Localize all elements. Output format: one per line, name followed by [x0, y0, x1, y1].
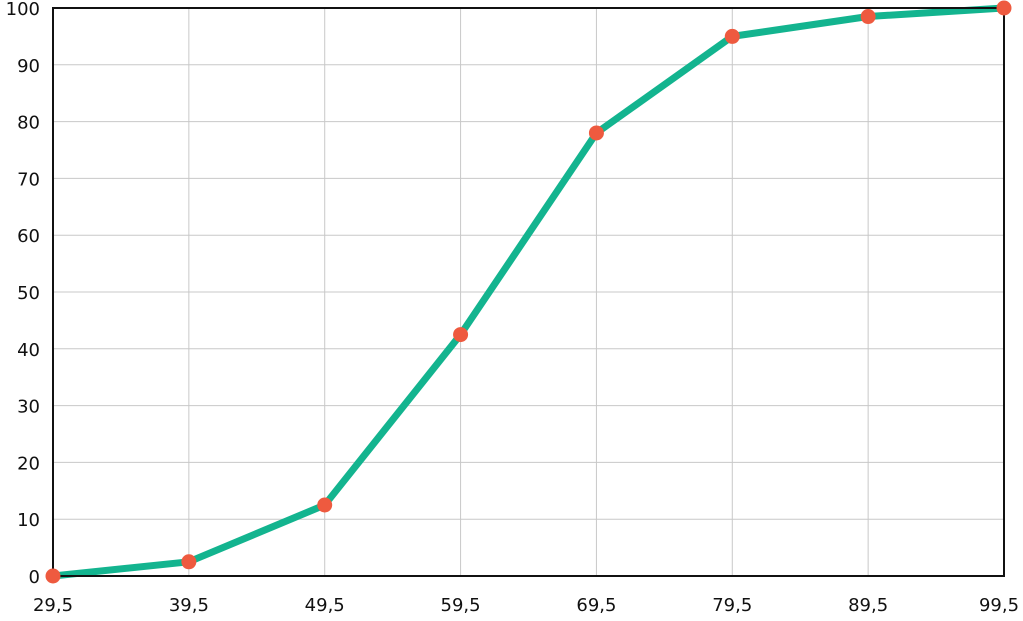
y-tick-label: 90 [17, 56, 40, 77]
y-tick-label: 10 [17, 510, 40, 531]
y-tick-label: 80 [17, 113, 40, 134]
plot-border [52, 7, 1005, 577]
y-tick-label: 40 [17, 340, 40, 361]
data-point [317, 497, 333, 513]
y-tick-label: 50 [17, 283, 40, 304]
data-point [181, 554, 197, 570]
data-point [45, 568, 61, 584]
x-tick-label: 29,5 [33, 595, 73, 616]
series-line [49, 4, 1008, 580]
data-point [860, 9, 876, 25]
x-axis-tick-labels: 29,5 39,5 49,5 59,5 69,5 79,5 89,5 99,5 [33, 595, 1019, 616]
y-axis-tick-labels: 0 10 20 30 40 50 60 70 80 90 100 [6, 0, 40, 588]
x-tick-label: 59,5 [441, 595, 481, 616]
x-tick-label: 49,5 [305, 595, 345, 616]
y-tick-label: 60 [17, 226, 40, 247]
gridlines [53, 8, 1004, 576]
y-tick-label: 70 [17, 169, 40, 190]
y-tick-label: 0 [29, 567, 40, 588]
series-line-group [49, 4, 1008, 580]
x-tick-label: 79,5 [712, 595, 752, 616]
data-point [996, 0, 1012, 16]
y-tick-label: 30 [17, 397, 40, 418]
x-tick-label: 89,5 [848, 595, 888, 616]
data-point [724, 28, 740, 44]
y-tick-label: 100 [6, 0, 40, 20]
data-point [588, 125, 604, 141]
data-point [453, 327, 469, 343]
x-tick-label: 99,5 [979, 595, 1019, 616]
y-tick-label: 20 [17, 453, 40, 474]
x-tick-label: 69,5 [576, 595, 616, 616]
plot-frame [52, 7, 1005, 577]
x-tick-label: 39,5 [169, 595, 209, 616]
data-points [45, 0, 1012, 584]
